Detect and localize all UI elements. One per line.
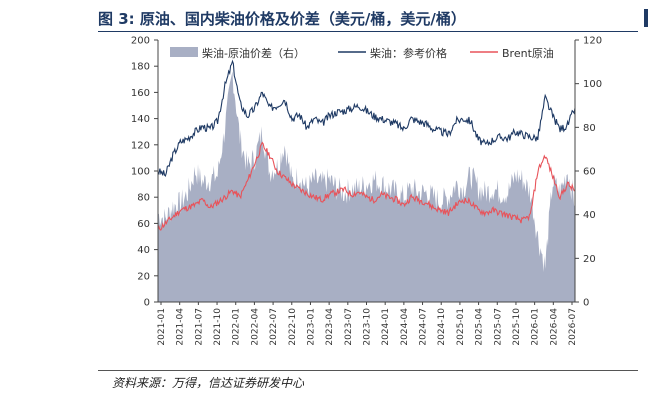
- x-tick-label: 2026-07: [568, 308, 578, 346]
- legend-label-spread: 柴油-原油价差（右）: [202, 46, 305, 60]
- legend-label-diesel: 柴油：参考价格: [370, 46, 447, 60]
- spread-area-layer: [158, 71, 575, 302]
- left-tick-label: 180: [131, 62, 150, 73]
- x-tick-label: 2023-07: [344, 308, 354, 346]
- x-tick-label: 2025-01: [456, 308, 466, 346]
- left-tick-label: 20: [137, 271, 150, 282]
- left-tick-label: 0: [144, 298, 150, 309]
- x-tick-label: 2022-10: [288, 308, 298, 346]
- left-tick-label: 140: [131, 114, 150, 125]
- right-tick-label: 120: [583, 36, 602, 47]
- spread-area: [158, 71, 575, 302]
- diesel-price-line: [157, 59, 576, 177]
- chart-title: 图 3: 原油、国内柴油价格及价差（美元/桶，美元/桶）: [98, 10, 466, 28]
- x-tick-label: 2024-07: [419, 308, 429, 346]
- left-tick-label: 60: [137, 219, 150, 230]
- x-tick-label: 2021-01: [157, 308, 167, 346]
- x-tick-label: 2021-04: [176, 308, 186, 346]
- x-tick-label: 2023-01: [306, 308, 316, 346]
- x-tick-label: 2023-04: [325, 308, 335, 346]
- x-tick-label: 2021-10: [213, 308, 223, 346]
- right-tick-label: 40: [583, 210, 596, 221]
- price-line-layer: [157, 59, 576, 231]
- right-tick-label: 80: [583, 123, 596, 134]
- right-tick-label: 60: [583, 167, 596, 178]
- title-rule: [98, 31, 638, 32]
- x-tick-label: 2022-07: [269, 308, 279, 346]
- x-tick-label: 2026-01: [531, 308, 541, 346]
- x-tick-label: 2026-04: [549, 308, 559, 346]
- tick-label-layer: 0 20 40 60 80 100 120 140 160 180 200 0 20 40 60 80 100 1…: [131, 36, 602, 346]
- x-tick-label: 2024-10: [437, 308, 447, 346]
- legend-label-brent: Brent原油: [502, 46, 554, 60]
- left-tick-label: 100: [131, 167, 150, 178]
- axis-layer: [154, 39, 579, 305]
- right-tick-label: 20: [583, 254, 596, 265]
- source-note: 资料来源：万得，信达证券研发中心: [112, 376, 305, 390]
- left-tick-label: 160: [131, 88, 150, 99]
- legend: 柴油-原油价差（右） 柴油：参考价格 Brent原油: [170, 46, 554, 60]
- x-tick-label: 2025-10: [512, 308, 522, 346]
- right-tick-label: 0: [583, 298, 589, 309]
- legend-swatch-spread: [170, 47, 198, 57]
- x-tick-label: 2025-07: [493, 308, 503, 346]
- x-tick-label: 2022-01: [232, 308, 242, 346]
- left-tick-label: 120: [131, 140, 150, 151]
- brent-price-line: [157, 141, 575, 231]
- x-tick-label: 2024-01: [381, 308, 391, 346]
- x-tick-label: 2024-04: [400, 308, 410, 346]
- x-tick-label: 2022-04: [250, 308, 260, 346]
- x-tick-label: 2025-04: [475, 308, 485, 346]
- left-tick-label: 80: [137, 193, 150, 204]
- right-tick-label: 100: [583, 79, 602, 90]
- header-edge-mark: [644, 9, 648, 27]
- left-tick-label: 200: [131, 36, 150, 47]
- left-tick-label: 40: [137, 245, 150, 256]
- x-tick-label: 2021-07: [194, 308, 204, 346]
- footer-rule: [98, 370, 638, 371]
- x-tick-label: 2023-10: [363, 308, 373, 346]
